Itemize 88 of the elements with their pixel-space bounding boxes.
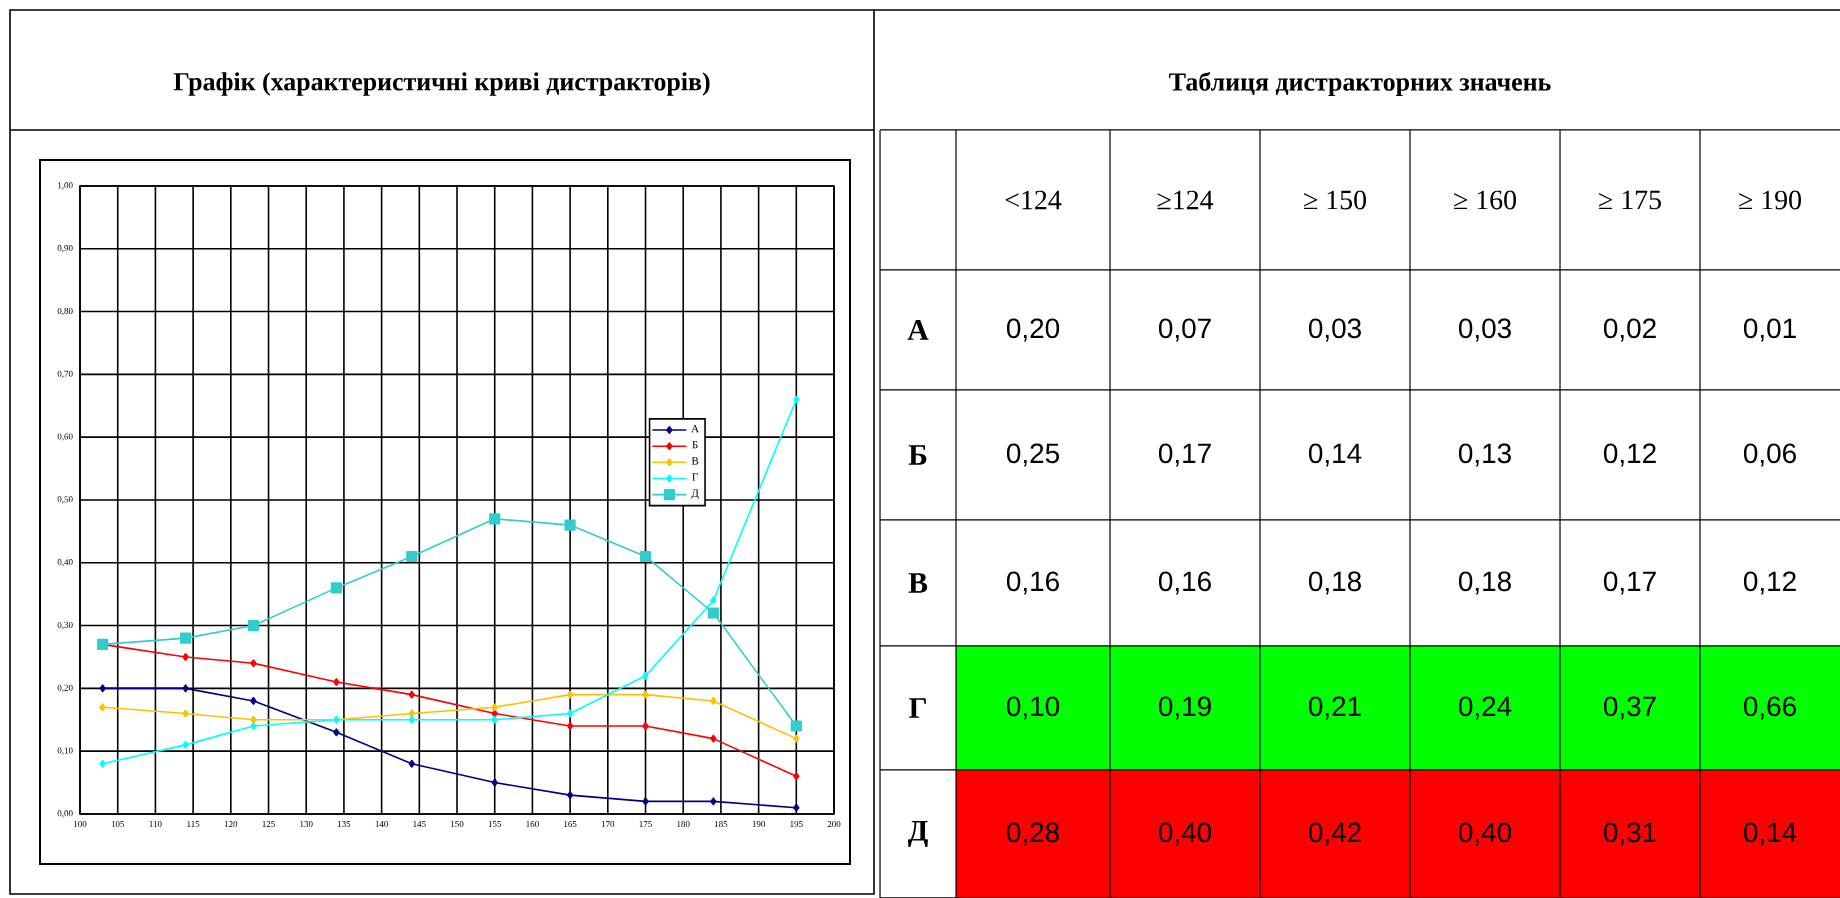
point — [182, 684, 189, 693]
data-label: 0,18 — [1308, 571, 1361, 595]
point — [408, 715, 415, 724]
point — [330, 582, 342, 594]
point — [790, 720, 802, 732]
text: В — [908, 573, 928, 593]
point — [408, 759, 415, 768]
data-label: 0,25 — [1006, 443, 1059, 467]
category-label: <124 — [1005, 190, 1062, 210]
data-label: 0,40 — [1458, 822, 1512, 846]
data-label: 0,13 — [1458, 443, 1511, 467]
point — [408, 709, 415, 718]
data-label: 0,42 — [1308, 822, 1361, 846]
text: Б — [908, 445, 927, 465]
point — [489, 513, 501, 525]
point — [247, 619, 260, 632]
point — [710, 596, 717, 605]
point — [710, 797, 717, 806]
point — [408, 690, 415, 699]
point — [99, 759, 106, 768]
point — [333, 678, 340, 687]
category-label: ≥124 — [1157, 190, 1214, 210]
category-label: ≥ 190 — [1739, 190, 1801, 210]
data-label: 0,18 — [1458, 571, 1511, 595]
data-label: 0,31 — [1603, 822, 1656, 846]
text: Таблиця дистракторних значень — [1169, 71, 1551, 96]
data-label: 0,16 — [1158, 571, 1211, 595]
data-label: 0,06 — [1743, 443, 1796, 467]
point — [180, 632, 192, 644]
data-label: 0,28 — [1006, 822, 1059, 846]
data-label: 0,66 — [1743, 696, 1796, 720]
point — [491, 778, 498, 787]
point — [564, 519, 576, 531]
data-label: 0,21 — [1308, 696, 1361, 720]
point — [642, 671, 649, 680]
point — [491, 703, 498, 712]
data-label: 0,24 — [1458, 696, 1512, 720]
data-label: 0,03 — [1308, 318, 1361, 342]
data-label: 0,19 — [1158, 696, 1211, 720]
point — [793, 734, 800, 743]
data-label: 0,17 — [1158, 443, 1211, 467]
data-label: 0,12 — [1603, 443, 1656, 467]
point — [639, 550, 652, 563]
data-label: 0,16 — [1006, 571, 1059, 595]
point — [710, 696, 717, 705]
point — [406, 550, 418, 563]
point — [566, 722, 574, 731]
category-label: ≥ 160 — [1454, 190, 1516, 210]
series-label: Г — [909, 698, 926, 718]
point — [491, 715, 498, 724]
point — [793, 772, 800, 781]
point — [182, 652, 189, 661]
data-label: 0,20 — [1006, 318, 1060, 342]
point — [793, 395, 800, 404]
text: А — [907, 320, 929, 340]
point — [250, 696, 257, 705]
point — [250, 715, 257, 724]
data-label: 0,02 — [1603, 318, 1656, 342]
point — [566, 690, 574, 699]
point — [182, 740, 189, 749]
point — [250, 722, 257, 731]
category-label: ≥ 150 — [1304, 190, 1366, 210]
point — [793, 803, 800, 812]
data-label: 0,14 — [1308, 443, 1362, 467]
category-label: ≥ 175 — [1599, 190, 1661, 210]
series-label: Д — [907, 821, 928, 847]
point — [333, 728, 340, 737]
data-label: 0,37 — [1603, 696, 1656, 720]
data-label: 0,14 — [1743, 822, 1797, 846]
point — [710, 734, 717, 743]
point — [250, 659, 257, 668]
data-label: 0,07 — [1158, 318, 1211, 342]
point — [642, 690, 649, 699]
point — [99, 703, 106, 712]
data-label: 0,01 — [1743, 318, 1796, 342]
data-label: 0,40 — [1158, 822, 1212, 846]
data-label: 0,10 — [1006, 696, 1060, 720]
point — [707, 607, 719, 619]
point — [642, 722, 649, 731]
data-label: 0,12 — [1743, 571, 1796, 595]
chart-title: Графік (характеристичні криві дистракторів) — [173, 72, 710, 96]
data-label: 0,03 — [1458, 318, 1511, 342]
point — [566, 791, 574, 800]
data-label: 0,17 — [1603, 571, 1656, 595]
point — [642, 797, 649, 806]
point — [182, 709, 189, 718]
point — [99, 684, 106, 693]
point — [566, 709, 574, 718]
